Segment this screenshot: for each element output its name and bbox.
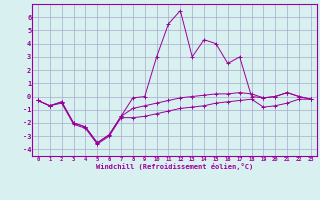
X-axis label: Windchill (Refroidissement éolien,°C): Windchill (Refroidissement éolien,°C) <box>96 163 253 170</box>
